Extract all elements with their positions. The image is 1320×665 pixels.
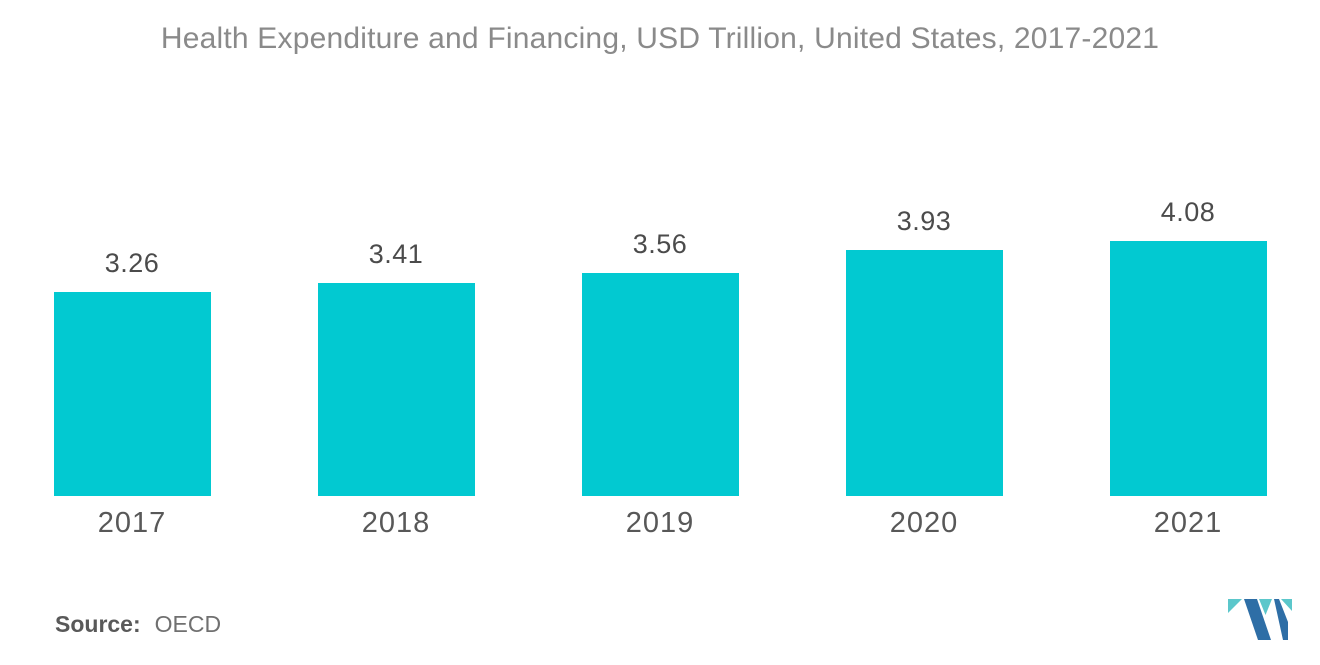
source-value: OECD	[154, 611, 222, 637]
logo-teal-left-triangle	[1228, 599, 1242, 613]
bar-column: 3.56	[528, 229, 792, 496]
source-label: Source:	[55, 611, 141, 637]
bar	[581, 273, 739, 496]
bar	[1109, 241, 1267, 496]
bar-column: 3.26	[0, 248, 264, 496]
x-axis-label: 2018	[361, 507, 431, 539]
x-axis-label: 2021	[1153, 507, 1223, 539]
bar-value-label: 3.41	[368, 239, 424, 269]
bar-value-label: 3.56	[632, 229, 688, 259]
plot-area: 3.26 3.41 3.56 3.93 4.08	[0, 197, 1320, 496]
bar	[845, 250, 1003, 496]
bar-value-label: 4.08	[1160, 197, 1216, 227]
logo-blue-right	[1274, 599, 1288, 640]
source-line: Source: OECD	[55, 611, 221, 638]
bar	[53, 292, 211, 496]
x-axis: 2017 2018 2019 2020 2021	[0, 507, 1320, 540]
bar-column: 4.08	[1056, 197, 1320, 496]
logo-teal-down-triangle	[1259, 599, 1272, 615]
bar-value-label: 3.93	[896, 206, 952, 236]
bar-value-label: 3.26	[104, 248, 160, 278]
bar-column: 3.41	[264, 239, 528, 496]
bar	[317, 283, 475, 496]
bar-column: 3.93	[792, 206, 1056, 496]
x-axis-label: 2020	[889, 507, 959, 539]
logo-blue-diagonal	[1244, 599, 1271, 640]
mordor-intelligence-logo	[1228, 599, 1292, 640]
x-axis-label: 2017	[97, 507, 167, 539]
x-axis-label: 2019	[625, 507, 695, 539]
logo-teal-right-triangle	[1281, 599, 1292, 611]
chart-title: Health Expenditure and Financing, USD Tr…	[160, 22, 1160, 55]
